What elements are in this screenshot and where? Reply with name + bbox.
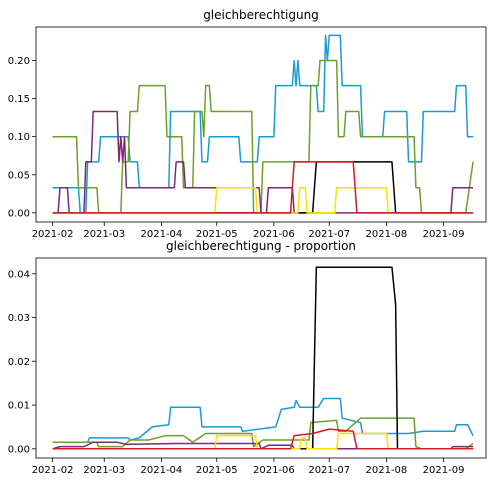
x-tick-label: 2021-06	[253, 465, 295, 476]
y-tick-label: 0.01	[8, 401, 30, 412]
chart-gleichberechtigung-proportion: gleichberechtigung - proportion 2021-02 20…	[8, 239, 487, 476]
x-tick-label: 2021-09	[423, 229, 465, 240]
x-tick-label: 2021-03	[83, 465, 125, 476]
x-tick-label: 2021-07	[308, 229, 350, 240]
series-line-3	[52, 266, 474, 450]
x-tick-label: 2021-02	[32, 465, 74, 476]
series-group	[52, 266, 474, 450]
series-group	[52, 34, 474, 214]
x-tick-label: 2021-02	[32, 229, 74, 240]
chart-title: gleichberechtigung	[203, 8, 319, 22]
series-line-4	[52, 432, 474, 450]
x-tick-label: 2021-06	[253, 229, 295, 240]
series-line-1	[52, 59, 474, 214]
y-tick-label: 0.04	[8, 269, 30, 280]
x-tick-label: 2021-07	[308, 465, 350, 476]
series-line-0	[52, 34, 474, 214]
x-tick-label: 2021-08	[366, 465, 408, 476]
y-tick-label: 0.15	[8, 94, 30, 105]
x-tick-label: 2021-09	[423, 465, 465, 476]
plot-frame	[35, 257, 487, 459]
series-line-5	[52, 161, 474, 214]
chart-title: gleichberechtigung - proportion	[166, 239, 356, 253]
plot-frame	[35, 26, 487, 223]
series-line-0	[52, 397, 474, 443]
y-tick-label: 0.10	[8, 132, 30, 143]
x-tick-label: 2021-08	[366, 229, 408, 240]
x-tick-label: 2021-04	[141, 465, 183, 476]
y-tick-label: 0.00	[8, 208, 30, 219]
chart-gleichberechtigung: gleichberechtigung 2021-02 2021-03 2021-04 2…	[8, 8, 487, 240]
y-tick-label: 0.00	[8, 444, 30, 455]
x-tick-label: 2021-03	[83, 229, 125, 240]
y-tick-label: 0.02	[8, 357, 30, 368]
y-tick-label: 0.03	[8, 313, 30, 324]
x-tick-label: 2021-05	[196, 465, 238, 476]
series-line-5	[52, 428, 474, 450]
series-line-4	[52, 186, 474, 214]
series-line-2	[52, 441, 474, 450]
y-tick-label: 0.20	[8, 56, 30, 67]
y-tick-label: 0.05	[8, 170, 30, 181]
x-tick-label: 2021-04	[141, 229, 183, 240]
x-tick-label: 2021-05	[196, 229, 238, 240]
